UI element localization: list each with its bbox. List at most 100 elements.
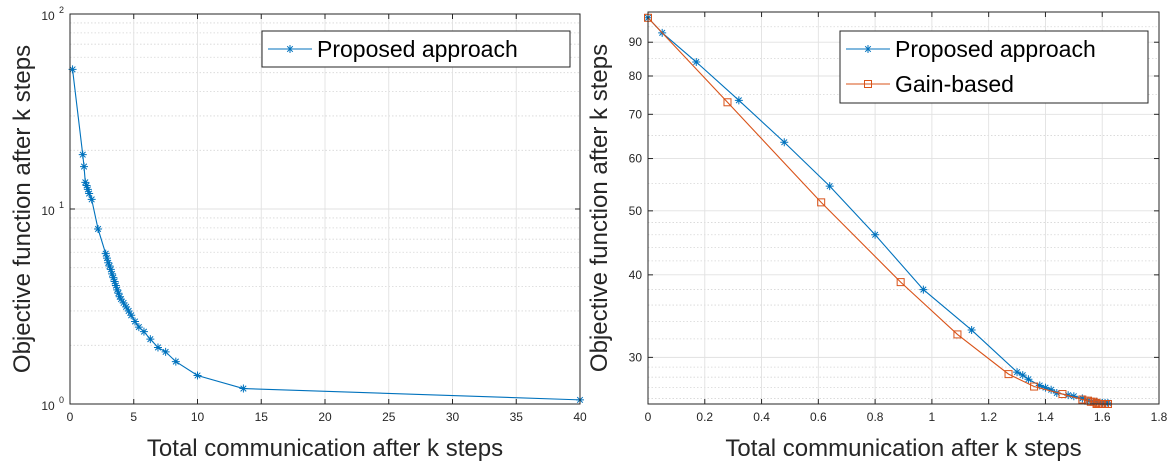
legend-box	[839, 30, 1149, 104]
data-point	[127, 311, 136, 320]
data-point	[817, 198, 826, 207]
y-tick-label: 30	[629, 350, 643, 364]
data-point	[81, 178, 90, 187]
data-point	[825, 182, 834, 191]
data-point	[113, 285, 122, 294]
legend: Proposed approach	[261, 30, 571, 68]
y-tick-label: 80	[629, 69, 643, 83]
data-point	[78, 150, 87, 159]
axes-box	[69, 13, 581, 405]
data-point	[104, 258, 113, 267]
data-point	[1018, 371, 1027, 380]
data-point	[124, 306, 133, 315]
x-tick-label: 1.8	[1151, 410, 1168, 424]
data-point	[1013, 368, 1022, 377]
data-point	[1004, 370, 1013, 379]
y-tick-label: 10	[41, 399, 55, 413]
x-tick-label: 0	[67, 410, 74, 424]
x-tick-label: 30	[446, 410, 460, 424]
data-point	[161, 347, 170, 356]
data-point	[111, 281, 120, 290]
legend-box	[261, 30, 571, 68]
x-tick-label: 20	[318, 410, 332, 424]
data-point	[106, 265, 115, 274]
x-tick-label: 1	[929, 410, 936, 424]
data-point	[101, 249, 110, 258]
data-point	[953, 330, 962, 339]
legend-marker	[864, 45, 872, 53]
data-point	[1092, 397, 1101, 406]
right-chart: 0 0.2 0.4 0.6 0.8 1 1.2 1.4 1.6 1.8 30 40 50 60 70 80 90…	[586, 11, 1168, 462]
x-tick-label: 10	[191, 410, 205, 424]
data-point	[82, 181, 91, 190]
x-axis-label: Total communication after k steps	[147, 435, 503, 462]
axes-box	[647, 11, 1160, 405]
x-tick-label: 1.4	[1037, 410, 1054, 424]
data-point	[105, 262, 114, 271]
data-point	[94, 224, 103, 233]
y-axis-label: Objective function after k steps	[9, 45, 36, 373]
y-tick-exponent: 1	[59, 200, 64, 210]
x-tick-label: 5	[130, 410, 137, 424]
data-point	[68, 65, 77, 74]
legend-marker	[286, 45, 294, 53]
data-point	[1089, 397, 1098, 406]
data-point	[1103, 398, 1112, 407]
data-point	[102, 254, 111, 263]
data-point	[734, 96, 743, 105]
data-point	[1058, 390, 1067, 399]
data-point	[119, 298, 128, 307]
x-tick-label: 0.6	[810, 410, 827, 424]
y-tick-label: 40	[629, 268, 643, 282]
legend-label: Gain-based	[895, 71, 1014, 97]
y-tick-label: 50	[629, 204, 643, 218]
data-point	[1069, 392, 1078, 401]
data-point	[122, 302, 131, 311]
data-point	[115, 292, 124, 301]
y-tick-label: 60	[629, 152, 643, 166]
data-point	[967, 326, 976, 335]
y-tick-label: 10	[41, 9, 55, 23]
data-point	[80, 162, 89, 171]
data-point	[1047, 385, 1056, 394]
legend-marker	[864, 80, 872, 88]
x-tick-label: 1.6	[1094, 410, 1111, 424]
data-point	[723, 98, 732, 107]
y-axis-label: Objective function after k steps	[586, 44, 613, 372]
data-point	[193, 371, 202, 380]
x-tick-label: 35	[510, 410, 524, 424]
data-point	[171, 357, 180, 366]
y-tick-exponent: 0	[59, 395, 64, 405]
y-tick-label: 10	[41, 204, 55, 218]
x-axis-label: Total communication after k steps	[725, 435, 1081, 462]
data-point	[87, 195, 96, 204]
data-point	[131, 317, 140, 326]
data-point	[83, 185, 92, 194]
x-tick-label: 0.2	[696, 410, 713, 424]
series-proposed-approach	[68, 65, 584, 404]
data-point	[1078, 394, 1087, 403]
data-point	[139, 327, 148, 336]
data-point	[1041, 383, 1050, 392]
y-tick-label: 90	[629, 35, 643, 49]
data-point	[117, 295, 125, 304]
data-point	[239, 384, 248, 393]
x-tick-label: 0	[645, 410, 652, 424]
x-tick-label: 15	[255, 410, 269, 424]
data-point	[1035, 381, 1044, 390]
x-tick-label: 25	[382, 410, 396, 424]
data-point	[85, 189, 94, 198]
data-point	[871, 230, 880, 239]
data-point	[110, 277, 119, 286]
left-chart: 0 5 10 15 20 25 30 35 40 10 0 10 1 10 2 Proposed approa…	[9, 5, 587, 462]
x-tick-label: 1.2	[980, 410, 997, 424]
data-point	[114, 289, 123, 298]
legend-label: Proposed approach	[895, 36, 1096, 62]
data-point	[1024, 375, 1033, 384]
legend-label: Proposed approach	[317, 36, 518, 62]
data-point	[109, 273, 118, 282]
y-tick-exponent: 2	[59, 5, 64, 15]
data-point	[780, 138, 789, 147]
data-point	[108, 269, 117, 278]
